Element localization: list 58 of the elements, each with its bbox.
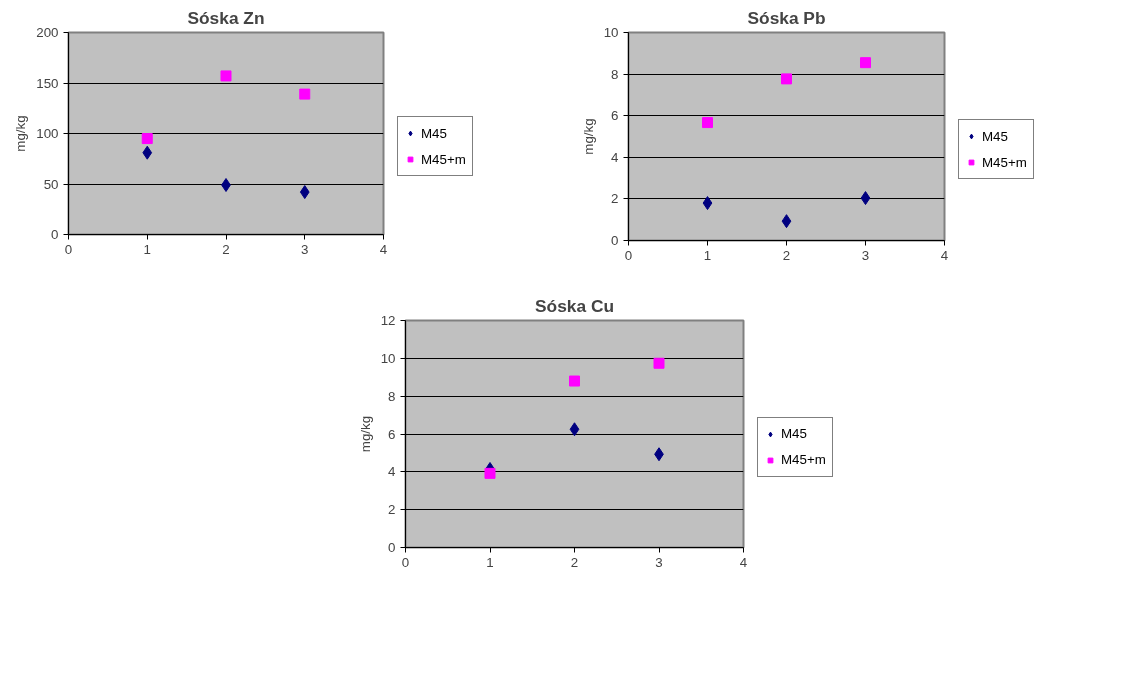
chart-title: Sóska Cu	[535, 295, 614, 316]
y-tick-label: 12	[380, 313, 396, 328]
y-tick-label: 150	[36, 75, 59, 91]
point	[781, 73, 792, 85]
point	[484, 467, 496, 479]
legend-label: M45+m	[421, 151, 466, 167]
point	[142, 145, 153, 160]
point	[569, 375, 580, 387]
point	[781, 214, 792, 229]
y-tick-label: 10	[603, 25, 619, 40]
chart-title: Sóska Pb	[747, 7, 826, 28]
x-tick-label: 0	[64, 241, 73, 257]
point	[220, 70, 232, 82]
point	[702, 196, 713, 211]
x-tick-label: 2	[570, 554, 579, 570]
x-tick-label: 1	[486, 554, 494, 570]
y-tick-label: 100	[36, 126, 59, 141]
x-tick-label: 1	[703, 247, 712, 263]
x-tick-label: 3	[301, 241, 309, 257]
legend-label: M45+m	[781, 452, 826, 467]
legend-label: M45	[982, 128, 1008, 144]
chart-title: Sóska Zn	[187, 7, 265, 28]
x-tick-label: 0	[624, 247, 633, 263]
y-tick-label: 2	[611, 191, 619, 207]
y-tick-label: 8	[388, 388, 396, 404]
point	[299, 88, 311, 100]
y-axis-title: mg/kg	[580, 118, 596, 155]
y-tick-label: 0	[51, 227, 59, 242]
point	[569, 422, 580, 437]
legend-label: M45	[421, 125, 447, 141]
y-tick-label: 10	[380, 350, 396, 366]
y-axis-title: mg/kg	[13, 115, 29, 152]
y-tick-label: 6	[388, 426, 396, 442]
point	[299, 185, 310, 200]
y-tick-label: 50	[43, 176, 59, 192]
x-tick-label: 1	[143, 241, 151, 257]
x-tick-label: 2	[222, 241, 230, 257]
point	[141, 133, 153, 145]
y-tick-label: 2	[388, 502, 396, 518]
point	[860, 191, 871, 206]
y-tick-label: 8	[611, 66, 619, 82]
point	[860, 57, 871, 69]
y-tick-label: 200	[36, 25, 59, 40]
y-tick-label: 6	[611, 108, 619, 124]
x-tick-label: 4	[940, 247, 949, 263]
legend-label: M45	[781, 426, 807, 441]
x-tick-label: 3	[655, 554, 663, 570]
point	[702, 117, 713, 129]
x-tick-label: 4	[739, 554, 748, 570]
x-tick-label: 0	[401, 554, 410, 570]
y-tick-label: 4	[388, 464, 397, 480]
y-tick-label: 4	[611, 149, 620, 165]
x-tick-label: 2	[782, 247, 791, 263]
y-axis-title: mg/kg	[357, 415, 373, 453]
x-tick-label: 3	[861, 247, 870, 263]
y-tick-label: 0	[388, 540, 396, 555]
point	[653, 357, 665, 369]
legend-label: M45+m	[982, 154, 1027, 170]
